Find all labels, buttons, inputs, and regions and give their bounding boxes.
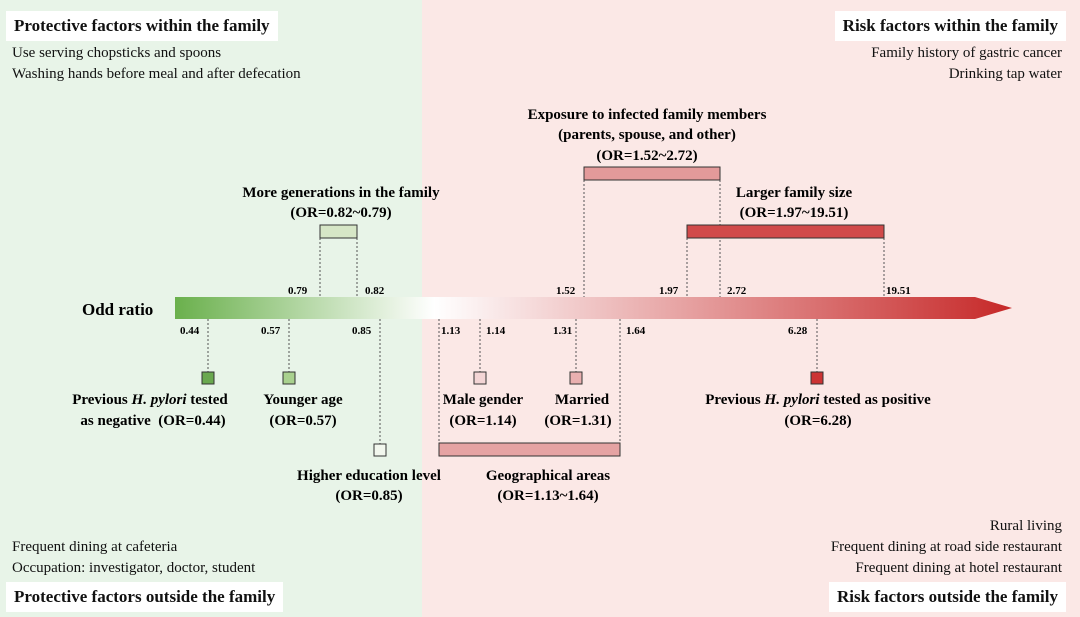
tick-label: 19.51: [886, 285, 911, 297]
tick-label: 1.13: [441, 325, 461, 337]
exposure-range-bar: [583, 166, 721, 181]
list-item: Frequent dining at hotel restaurant: [855, 560, 1062, 576]
upper-connectors: [319, 180, 885, 297]
list-item: Frequent dining at road side restaurant: [830, 539, 1062, 555]
prev-positive-or: (OR=6.28): [784, 413, 851, 429]
male-gender-or: (OR=1.14): [449, 413, 516, 429]
generations-range-bar: [319, 224, 358, 239]
prev-negative-marker: [201, 371, 215, 385]
tick-label: 1.64: [626, 325, 646, 337]
prev-positive-label: Previous H. pylori tested as positive: [705, 392, 931, 408]
younger-age-marker: [282, 371, 296, 385]
generations-or: (OR=0.82~0.79): [290, 205, 391, 221]
odds-ratio-axis-arrow: [175, 297, 1012, 319]
tick-label: 1.14: [486, 325, 506, 337]
risk-outside-family-list: Rural living Frequent dining at road sid…: [831, 516, 1062, 579]
protective-outside-family-list: Frequent dining at cafeteria Occupation:…: [12, 537, 255, 579]
risk-within-family-list: Family history of gastric cancer Drinkin…: [871, 43, 1062, 85]
education-label: Higher education level: [297, 468, 441, 484]
tick-label: 0.82: [365, 285, 385, 297]
tick-label: 1.31: [553, 325, 572, 337]
prev-negative-or: as negative (OR=0.44): [80, 413, 225, 429]
list-item: Use serving chopsticks and spoons: [12, 45, 222, 61]
tick-label: 1.97: [659, 285, 679, 297]
family-size-range-bar: [686, 224, 885, 239]
male-gender-marker: [473, 371, 487, 385]
younger-age-label: Younger age: [263, 392, 343, 408]
married-marker: [569, 371, 583, 385]
family-size-or: (OR=1.97~19.51): [740, 205, 849, 221]
tick-label: 0.44: [180, 325, 200, 337]
tick-label: 2.72: [727, 285, 747, 297]
exposure-sublabel: (parents, spouse, and other): [558, 127, 736, 143]
exposure-or: (OR=1.52~2.72): [596, 148, 697, 164]
younger-age-or: (OR=0.57): [269, 413, 336, 429]
education-or: (OR=0.85): [335, 488, 402, 504]
list-item: Drinking tap water: [948, 66, 1062, 82]
married-label: Married: [555, 392, 610, 408]
list-item: Family history of gastric cancer: [871, 45, 1062, 61]
tick-label: 0.57: [261, 325, 281, 337]
exposure-label: Exposure to infected family members: [528, 107, 767, 123]
tick-label: 0.85: [352, 325, 372, 337]
list-item: Washing hands before meal and after defe…: [12, 66, 301, 82]
prev-positive-marker: [810, 371, 824, 385]
education-marker: [373, 443, 387, 457]
protective-within-family-title: Protective factors within the family: [6, 11, 278, 41]
list-item: Rural living: [989, 518, 1062, 534]
list-item: Frequent dining at cafeteria: [12, 539, 178, 555]
tick-label: 0.79: [288, 285, 308, 297]
risk-within-family-title: Risk factors within the family: [834, 11, 1066, 41]
tick-label: 6.28: [788, 325, 808, 337]
list-item: Occupation: investigator, doctor, studen…: [12, 560, 256, 576]
protective-within-family-list: Use serving chopsticks and spoons Washin…: [12, 43, 301, 85]
geographical-or: (OR=1.13~1.64): [497, 488, 598, 504]
geographical-range-bar: [438, 442, 621, 457]
lower-connectors: [207, 319, 818, 444]
risk-outside-family-title: Risk factors outside the family: [829, 582, 1066, 612]
geographical-label: Geographical areas: [486, 468, 610, 484]
generations-label: More generations in the family: [242, 185, 440, 201]
protective-outside-family-title: Protective factors outside the family: [6, 582, 284, 612]
tick-label: 1.52: [556, 285, 576, 297]
married-or: (OR=1.31): [544, 413, 611, 429]
male-gender-label: Male gender: [443, 392, 524, 408]
prev-negative-label: Previous H. pylori tested: [72, 392, 228, 408]
axis-label: Odd ratio: [82, 300, 153, 319]
family-size-label: Larger family size: [736, 185, 853, 201]
